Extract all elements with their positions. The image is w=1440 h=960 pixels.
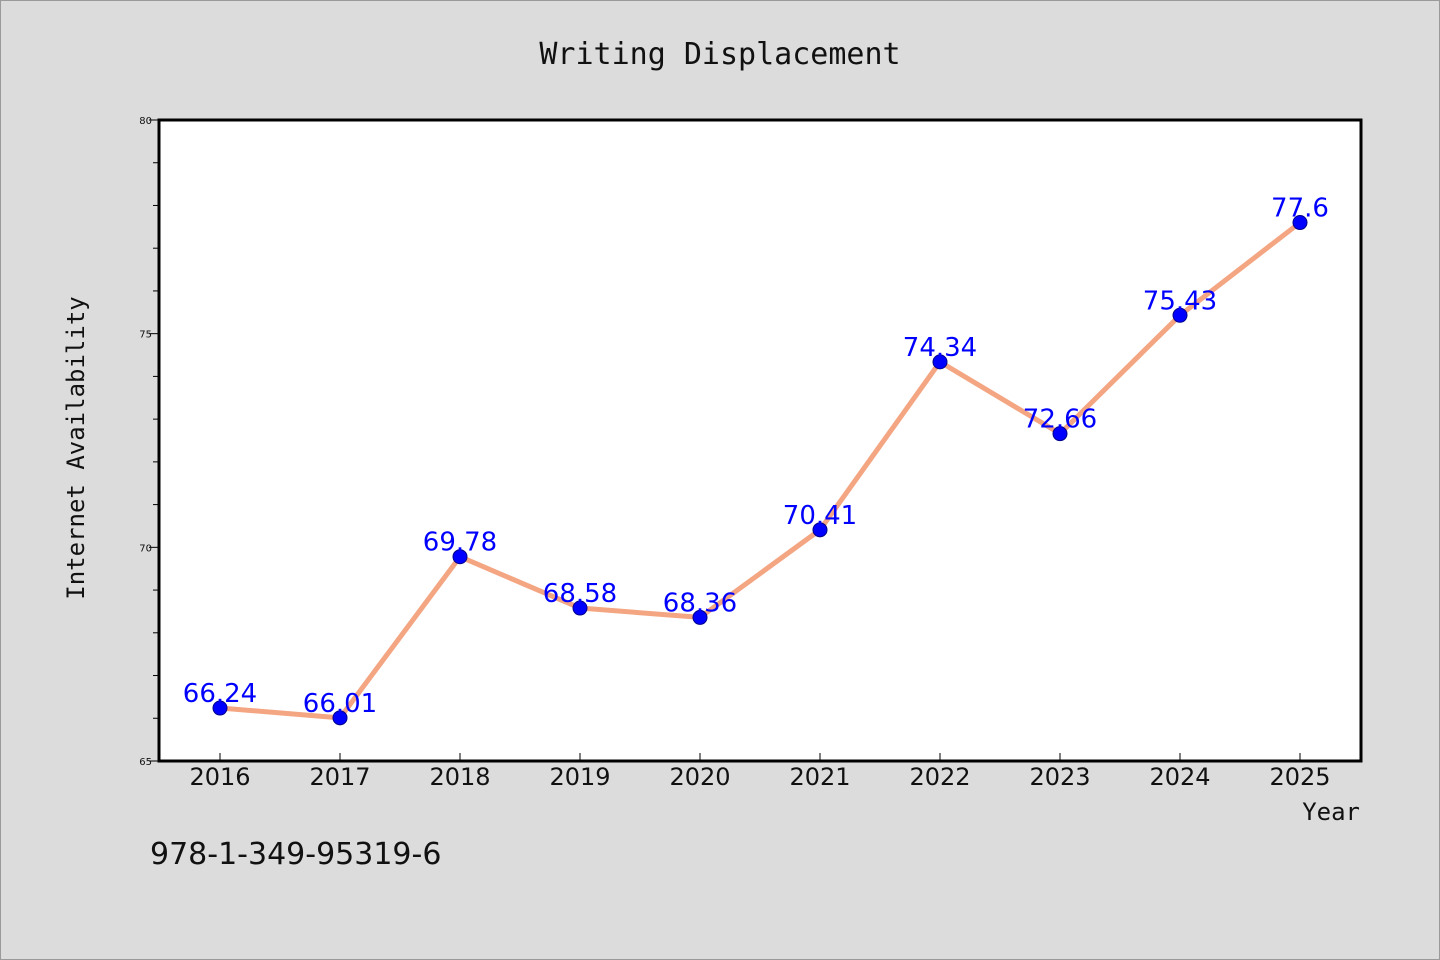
data-point xyxy=(332,710,348,726)
x-tick-label: 2017 xyxy=(309,763,370,791)
data-label: 66.01 xyxy=(303,689,377,719)
data-point xyxy=(692,609,708,625)
x-tick-label: 2023 xyxy=(1029,763,1090,791)
data-label: 75.43 xyxy=(1143,286,1217,316)
data-label: 68.36 xyxy=(663,588,737,618)
data-point xyxy=(932,354,948,370)
data-label: 70.41 xyxy=(783,501,857,531)
data-label: 77.6 xyxy=(1271,194,1329,224)
y-tick-label: 70 xyxy=(139,543,152,554)
y-tick-label: 75 xyxy=(139,330,152,341)
data-point xyxy=(1052,426,1068,442)
isbn-text: 978-1-349-95319-6 xyxy=(150,837,441,872)
x-tick-label: 2019 xyxy=(549,763,610,791)
data-label: 68.58 xyxy=(543,579,617,609)
data-point xyxy=(1172,307,1188,323)
x-tick-label: 2016 xyxy=(189,763,250,791)
x-tick-label: 2018 xyxy=(429,763,490,791)
x-tick-label: 2020 xyxy=(669,763,730,791)
chart-title: Writing Displacement xyxy=(539,37,900,72)
data-point xyxy=(212,700,228,716)
x-axis: 2016 2017 2018 2019 2020 2021 2022 2023 2024 2025 xyxy=(189,753,1331,791)
data-point xyxy=(812,522,828,538)
series-line xyxy=(219,220,1302,721)
y-tick-label: 80 xyxy=(139,116,152,127)
x-tick-label: 2022 xyxy=(909,763,970,791)
data-label: 66.24 xyxy=(183,679,257,709)
y-axis: 65 70 75 80 xyxy=(139,116,159,768)
data-point xyxy=(572,600,588,616)
data-label: 74.34 xyxy=(903,333,977,363)
data-point xyxy=(1292,215,1308,231)
x-tick-label: 2024 xyxy=(1149,763,1210,791)
series-markers xyxy=(212,215,1308,726)
data-labels: 66.24 66.01 69.78 68.58 68.36 70.41 74.34 72.66… xyxy=(183,194,1329,719)
data-label: 72.66 xyxy=(1023,405,1097,435)
data-label: 69.78 xyxy=(423,528,497,558)
x-axis-label: Year xyxy=(1302,798,1360,826)
x-tick-label: 2025 xyxy=(1269,763,1330,791)
y-tick-label: 65 xyxy=(139,757,152,768)
x-tick-label: 2021 xyxy=(789,763,850,791)
y-axis-label: Internet Availability xyxy=(62,296,90,599)
plot-area xyxy=(157,118,1363,763)
data-point xyxy=(452,549,468,565)
